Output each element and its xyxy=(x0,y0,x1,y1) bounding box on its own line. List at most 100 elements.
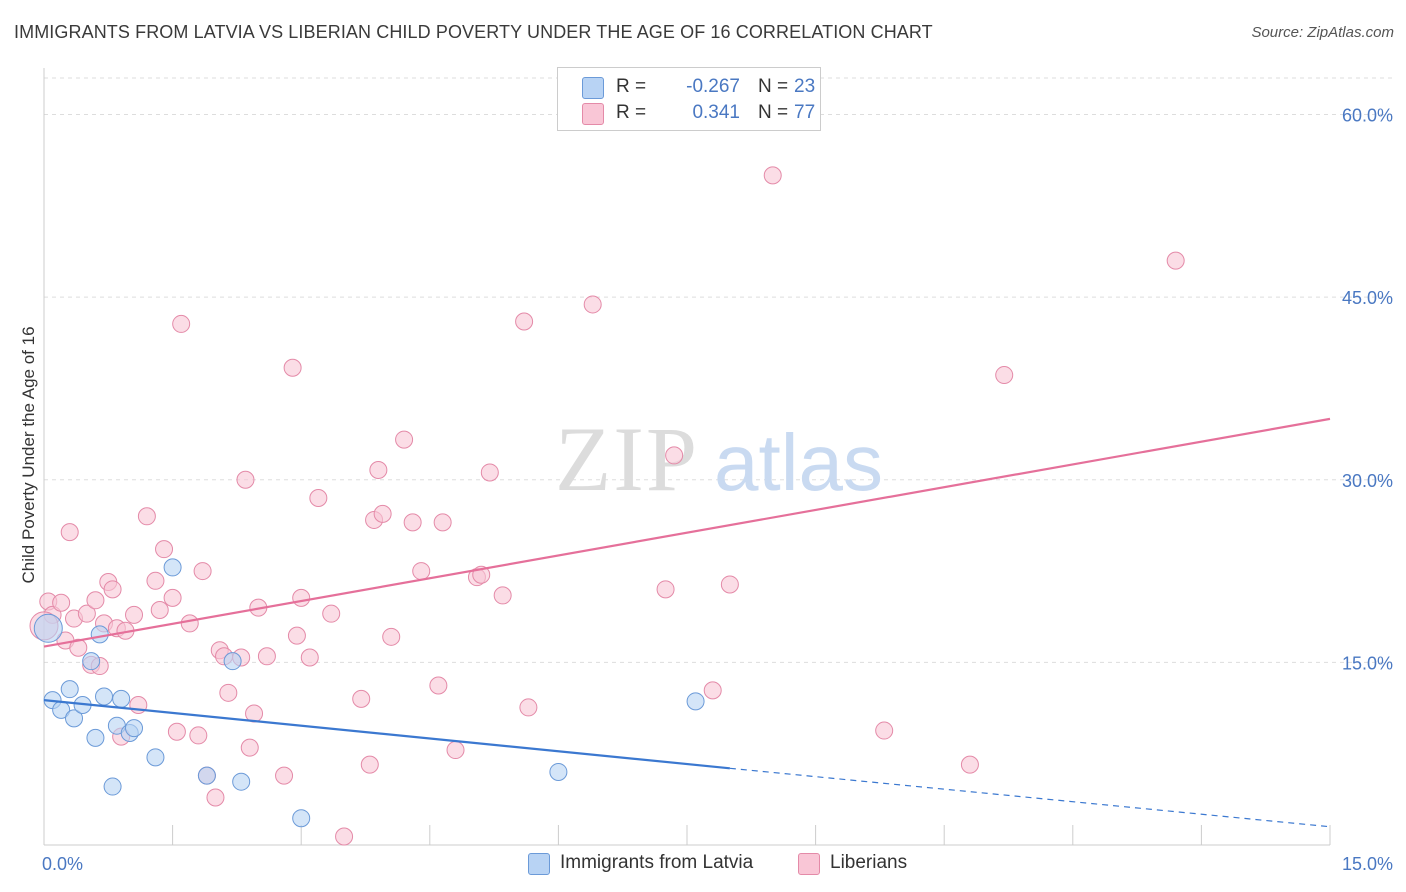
latvia-point-17 xyxy=(223,652,242,671)
liberians-point-62 xyxy=(480,463,499,482)
latvia-point-14 xyxy=(146,748,165,767)
legend-swatch-latvia xyxy=(582,77,604,99)
liberians-point-70 xyxy=(720,575,739,594)
latvia-point-11 xyxy=(112,689,131,708)
liberians-point-41 xyxy=(283,358,302,377)
liberians-point-44 xyxy=(300,648,319,667)
latvia-point-16 xyxy=(197,766,216,785)
liberians-point-55 xyxy=(403,513,422,532)
liberians-point-2 xyxy=(52,593,71,612)
latvia-point-22 xyxy=(33,613,63,643)
source-label: Source: ZipAtlas.com xyxy=(1251,24,1394,41)
axes xyxy=(43,68,1331,846)
latvia-point-2 xyxy=(60,680,79,699)
liberians-point-58 xyxy=(433,513,452,532)
liberians-point-22 xyxy=(155,540,174,559)
liberians-point-36 xyxy=(240,738,259,757)
liberians-point-46 xyxy=(322,604,341,623)
latvia-point-8 xyxy=(95,687,114,706)
liberians-point-6 xyxy=(69,638,88,657)
liberians-point-13 xyxy=(103,580,122,599)
liberians-point-35 xyxy=(236,470,255,489)
liberians-point-24 xyxy=(167,722,186,741)
liberians-point-52 xyxy=(373,504,392,523)
liberians-point-43 xyxy=(292,588,311,607)
legend-r-value: 0.341 xyxy=(692,102,740,123)
liberians-point-56 xyxy=(412,562,431,581)
liberians-point-27 xyxy=(189,726,208,745)
legend-n-label: N = xyxy=(758,76,789,97)
liberians-point-40 xyxy=(275,766,294,785)
liberians-point-66 xyxy=(583,295,602,314)
liberians-point-17 xyxy=(125,605,144,624)
legend-n-value: 77 xyxy=(794,102,816,123)
liberians-point-68 xyxy=(665,446,684,465)
liberians-trend-line xyxy=(43,417,1331,648)
latvia-trend-extension xyxy=(729,767,1331,828)
latvia-point-20 xyxy=(549,762,568,781)
latvia-points xyxy=(33,558,705,828)
liberians-point-48 xyxy=(352,689,371,708)
liberians-point-49 xyxy=(360,755,379,774)
y-tick-labels: 15.0% 30.0% 45.0% 60.0% xyxy=(1342,106,1393,674)
liberians-point-64 xyxy=(515,312,534,331)
bottom-legend-swatch-liberians xyxy=(798,853,820,875)
liberians-point-59 xyxy=(446,741,465,760)
liberians-point-69 xyxy=(703,681,722,700)
legend: R = -0.267 N = 23 R = 0.341 N = 77 xyxy=(557,67,821,131)
liberians-point-71 xyxy=(763,166,782,185)
chart-title: IMMIGRANTS FROM LATVIA VS LIBERIAN CHILD… xyxy=(14,22,933,42)
legend-r-label: R = xyxy=(616,102,647,123)
latvia-point-9 xyxy=(103,777,122,796)
liberians-point-67 xyxy=(656,580,675,599)
latvia-point-21 xyxy=(686,692,705,711)
liberians-point-28 xyxy=(193,562,212,581)
liberians-point-25 xyxy=(172,314,191,333)
x-tick-labels: 0.0% 15.0% xyxy=(42,854,1393,874)
liberians-point-7 xyxy=(77,604,96,623)
bottom-legend-swatch-latvia xyxy=(528,853,550,875)
watermark: ZIP atlas xyxy=(555,408,883,510)
liberians-point-20 xyxy=(146,571,165,590)
liberians-point-23 xyxy=(163,588,182,607)
liberians-point-57 xyxy=(429,676,448,695)
y-tick-label-1: 30.0% xyxy=(1342,471,1393,491)
liberians-point-33 xyxy=(219,683,238,702)
latvia-point-13 xyxy=(125,719,144,738)
bottom-legend-label-liberians: Liberians xyxy=(830,852,908,873)
legend-r-value: -0.267 xyxy=(686,76,740,97)
latvia-point-5 xyxy=(82,652,101,671)
liberians-point-53 xyxy=(382,627,401,646)
legend-swatch-liberians xyxy=(582,103,604,125)
liberians-point-9 xyxy=(86,591,105,610)
grid-lines xyxy=(44,77,1394,663)
liberians-point-65 xyxy=(519,698,538,717)
legend-n-label: N = xyxy=(758,102,789,123)
liberians-point-30 xyxy=(206,788,225,807)
liberians-point-54 xyxy=(395,430,414,449)
liberians-point-45 xyxy=(309,489,328,508)
liberians-point-39 xyxy=(257,647,276,666)
liberians-point-26 xyxy=(180,614,199,633)
x-tick-label-1: 15.0% xyxy=(1342,854,1393,874)
liberians-point-4 xyxy=(60,523,79,542)
x-tick-label-0: 0.0% xyxy=(42,854,83,874)
latvia-point-19 xyxy=(292,809,311,828)
legend-r-label: R = xyxy=(616,76,647,97)
y-tick-label-0: 15.0% xyxy=(1342,653,1393,673)
latvia-point-18 xyxy=(232,772,251,791)
liberians-point-42 xyxy=(287,626,306,645)
liberians-point-51 xyxy=(369,461,388,480)
latvia-point-7 xyxy=(90,625,109,644)
y-tick-label-2: 45.0% xyxy=(1342,288,1393,308)
trend-lines xyxy=(43,417,1331,828)
y-axis-label: Child Poverty Under the Age of 16 xyxy=(19,326,38,583)
latvia-point-6 xyxy=(86,728,105,747)
liberians-point-63 xyxy=(493,586,512,605)
legend-n-value: 23 xyxy=(794,76,816,97)
liberians-point-47 xyxy=(335,827,354,846)
watermark-atlas: atlas xyxy=(714,418,883,507)
liberians-point-19 xyxy=(137,507,156,526)
liberians-point-75 xyxy=(1166,251,1185,270)
